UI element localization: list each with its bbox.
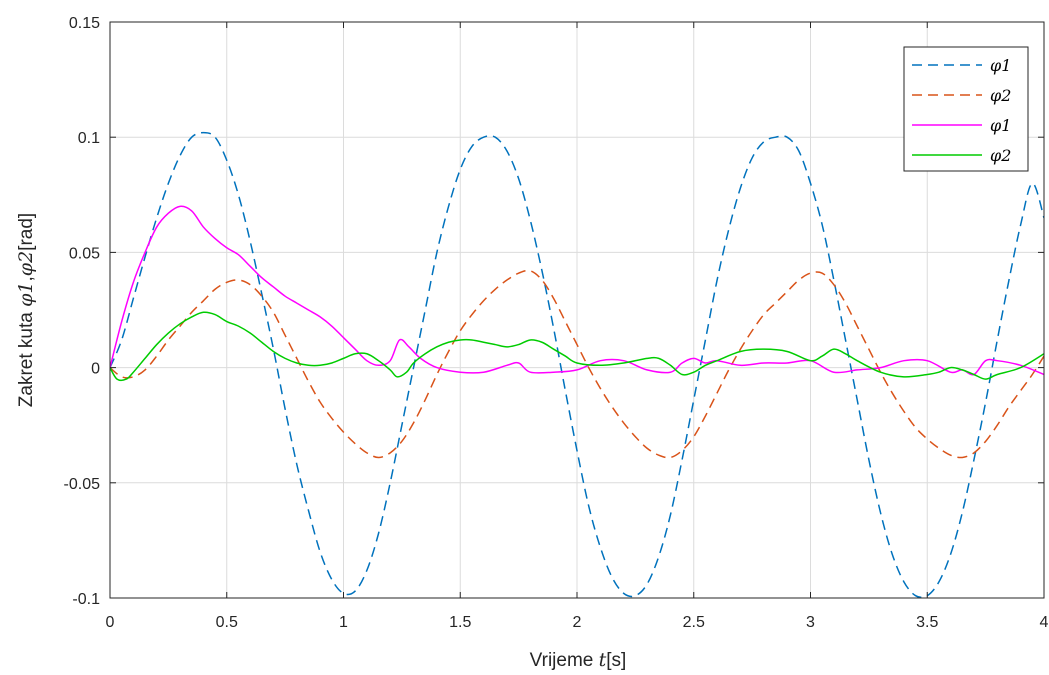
x-axis-label-prefix: Vrijeme <box>530 650 599 671</box>
legend-label-4: φ2 <box>990 146 1011 165</box>
legend-box <box>903 46 1029 172</box>
y-axis-label-prefix: Zakret kuta <box>16 307 37 407</box>
x-axis-label-var: t <box>599 649 607 671</box>
x-tick-label: 4 <box>1040 614 1049 631</box>
x-axis-label: Vrijeme t[s] <box>530 649 627 671</box>
legend-label-1: φ1 <box>990 56 1011 75</box>
x-tick-label: 0.5 <box>216 614 238 631</box>
x-tick-label: 0 <box>106 614 115 631</box>
x-tick-label: 1.5 <box>449 614 471 631</box>
y-tick-label: -0.1 <box>72 591 100 608</box>
x-tick-label: 3.5 <box>916 614 938 631</box>
y-tick-label: 0.1 <box>78 130 100 147</box>
y-tick-label: 0.15 <box>69 15 100 32</box>
y-tick-label: -0.05 <box>64 476 101 493</box>
x-tick-label: 1 <box>339 614 348 631</box>
series-line-2 <box>110 269 1044 459</box>
y-tick-labels: -0.1 -0.05 0 0.05 0.1 0.15 <box>64 15 101 608</box>
series-line-4 <box>110 311 1044 382</box>
x-tick-label: 3 <box>806 614 815 631</box>
x-tick-label: 2.5 <box>683 614 705 631</box>
series-line-1 <box>110 131 1044 598</box>
y-axis-label-var2: φ2 <box>15 251 37 276</box>
y-axis-label: Zakret kuta φ1,φ2[rad] <box>15 213 37 407</box>
y-axis-label-sep: , <box>16 276 37 281</box>
legend-label-2: φ2 <box>990 86 1011 105</box>
x-tick-labels: 0 0.5 1 1.5 2 2.5 3 3.5 4 <box>106 614 1049 631</box>
legend: φ1 φ2 φ1 φ2 <box>903 46 1029 172</box>
legend-label-3: φ1 <box>990 116 1011 135</box>
tick-marks <box>109 21 1045 599</box>
series-layer <box>110 131 1044 598</box>
y-axis-label-unit: [rad] <box>16 213 37 251</box>
x-axis-label-unit: [s] <box>606 650 626 671</box>
x-tick-label: 2 <box>573 614 582 631</box>
y-tick-label: 0.05 <box>69 245 100 262</box>
y-axis-label-var1: φ1 <box>15 281 37 306</box>
y-tick-label: 0 <box>91 361 100 378</box>
series-line-3 <box>110 205 1044 376</box>
